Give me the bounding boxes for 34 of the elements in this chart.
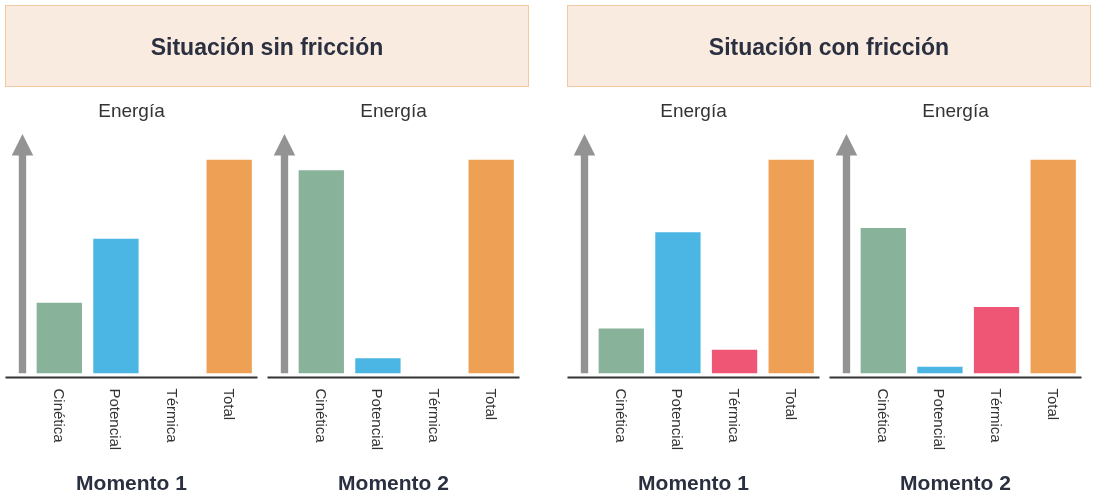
chart-title: Situación con fricción: [708, 33, 950, 62]
bar: [711, 349, 758, 374]
y-axis-title: Energía: [660, 99, 728, 121]
x-tick-label: Potencial: [931, 388, 949, 451]
x-tick-label: Cinética: [312, 388, 330, 444]
x-tick-label: Cinética: [874, 388, 892, 444]
bar: [598, 328, 644, 374]
x-axis-title: Momento 2: [900, 471, 1011, 495]
x-tick-label: Térmica: [426, 388, 444, 444]
x-tick-label: Total: [482, 388, 500, 421]
bar: [655, 232, 701, 374]
chart-title: Situación sin fricción: [150, 33, 384, 62]
x-tick-label: Cinética: [612, 388, 630, 444]
x-tick-label: Potencial: [369, 388, 387, 451]
bar: [973, 307, 1020, 374]
x-axis-title: Momento 2: [338, 471, 449, 495]
x-tick-label: Potencial: [669, 388, 687, 451]
bar: [768, 159, 814, 374]
y-axis-title: Energía: [922, 99, 990, 121]
x-tick-label: Térmica: [164, 388, 182, 444]
bar: [917, 366, 963, 374]
x-axis-title: Momento 1: [76, 471, 188, 495]
x-tick-label: Total: [1044, 388, 1062, 421]
x-tick-label: Potencial: [107, 388, 125, 451]
bar: [860, 228, 906, 374]
y-axis-title: Energía: [98, 99, 166, 121]
x-tick-label: Cinética: [50, 388, 68, 444]
y-axis-title: Energía: [360, 99, 428, 121]
x-tick-label: Térmica: [988, 388, 1006, 444]
x-tick-label: Térmica: [726, 388, 744, 444]
x-axis-title: Momento 1: [638, 471, 750, 495]
x-tick-label: Total: [782, 388, 800, 421]
x-tick-label: Total: [220, 388, 238, 421]
bar: [1030, 159, 1076, 374]
